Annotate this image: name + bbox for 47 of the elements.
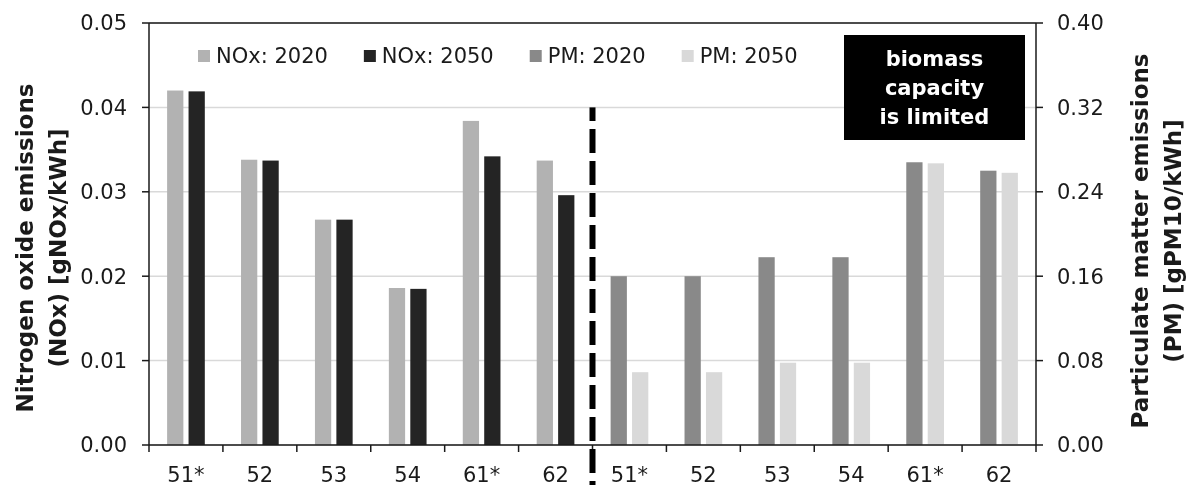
y2-axis-title: Particulate matter emissions (PM) [gPM10/kWh] bbox=[1127, 53, 1187, 429]
legend-label: NOx: 2050 bbox=[381, 44, 494, 69]
y-tick-label: 0.05 bbox=[80, 11, 127, 36]
y-tick-label: 0.02 bbox=[80, 264, 127, 289]
y2-tick-label: 0.00 bbox=[1057, 433, 1104, 458]
x-tick-label: 52 bbox=[246, 463, 274, 485]
y2-tick-label: 0.32 bbox=[1057, 95, 1104, 120]
x-tick-label: 54 bbox=[394, 463, 422, 485]
x-tick-label: 51* bbox=[610, 463, 649, 485]
x-tick-label: 52 bbox=[690, 463, 717, 485]
bar bbox=[536, 160, 553, 445]
y2-tick-label: 0.24 bbox=[1057, 180, 1104, 205]
legend-label: PM: 2020 bbox=[547, 44, 646, 69]
bar bbox=[167, 90, 184, 445]
legend-label: PM: 2050 bbox=[699, 44, 798, 69]
bar bbox=[980, 170, 997, 445]
bar bbox=[462, 120, 480, 445]
y2-tick-label: 0.08 bbox=[1057, 348, 1104, 373]
y-tick-label: 0.03 bbox=[80, 180, 127, 205]
bar bbox=[832, 257, 849, 445]
y2-tick-label: 0.16 bbox=[1057, 264, 1104, 289]
y-tick-label: 0.00 bbox=[80, 433, 127, 458]
bar bbox=[853, 362, 871, 445]
y-axis-title: Nitrogen oxide emissions (NOx) [gNOx/kWh] bbox=[12, 83, 72, 413]
y-tick-label: 0.04 bbox=[80, 95, 127, 120]
bar bbox=[388, 288, 406, 445]
x-tick-label: 54 bbox=[837, 463, 865, 485]
legend-label: NOx: 2020 bbox=[216, 44, 328, 69]
y-tick-label: 0.01 bbox=[80, 348, 127, 373]
bar bbox=[241, 159, 258, 445]
bar bbox=[779, 362, 797, 445]
bar bbox=[610, 276, 627, 445]
annotation: biomass capacity is limited bbox=[879, 46, 990, 129]
x-tick-label: 53 bbox=[763, 463, 791, 485]
bar bbox=[705, 372, 723, 445]
bar bbox=[684, 276, 701, 445]
x-tick-label: 51* bbox=[167, 463, 205, 485]
y2-tick-label: 0.40 bbox=[1057, 11, 1104, 36]
bar bbox=[632, 372, 649, 445]
bar bbox=[906, 162, 923, 445]
bar bbox=[314, 219, 332, 445]
x-tick-label: 61* bbox=[463, 463, 501, 485]
x-tick-label: 62 bbox=[985, 463, 1013, 485]
x-tick-label: 61* bbox=[906, 463, 944, 485]
x-tick-label: 53 bbox=[320, 463, 348, 485]
x-tick-label: 62 bbox=[542, 463, 569, 485]
bar bbox=[758, 257, 775, 445]
